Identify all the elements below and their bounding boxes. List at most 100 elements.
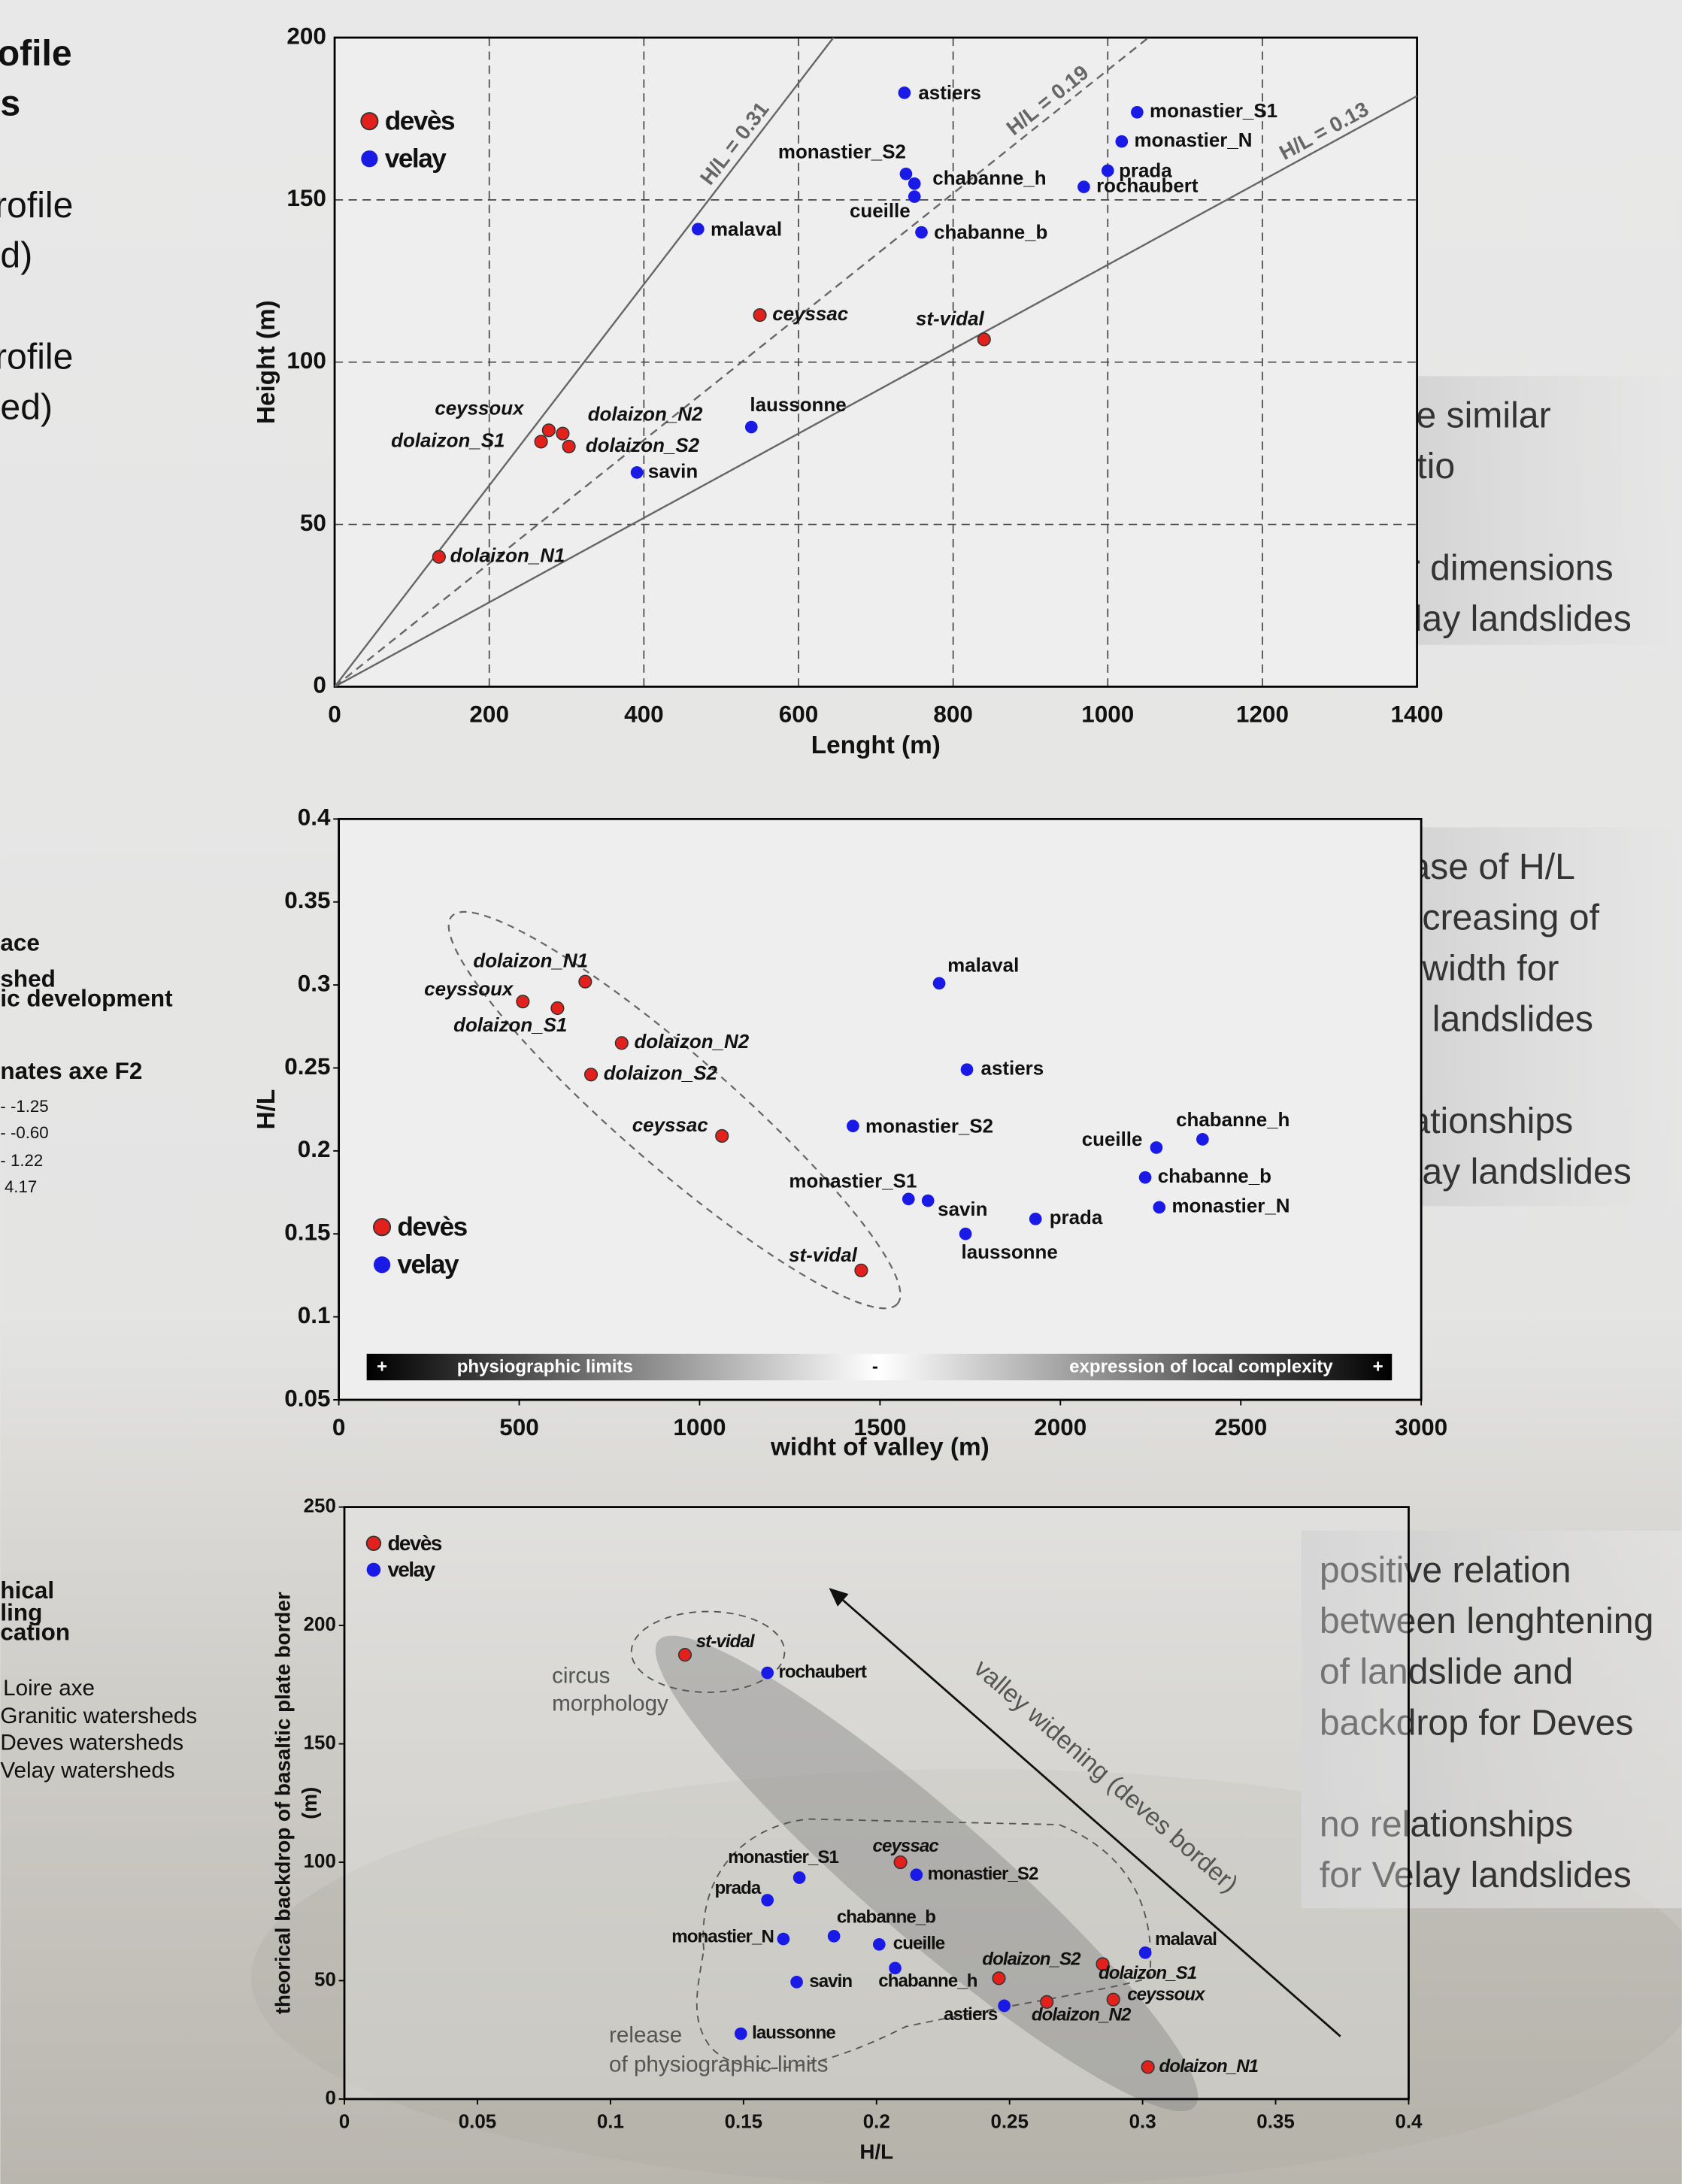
point [1141,2060,1155,2074]
point-label: dolaizon_S1 [391,430,505,451]
x-tick-label: 1000 [673,1413,726,1440]
point [1040,1995,1054,2009]
point-label: malaval [711,219,782,240]
y-tick-label: 200 [304,1614,336,1635]
point-label: cueille [850,201,911,222]
point-label: savin [809,1971,852,1992]
point [898,86,911,99]
x-tick-label: 2000 [1034,1413,1086,1440]
point-label: ceyssac [873,1836,940,1856]
y-tick-label: 0 [325,2088,335,2109]
side-text: nates axe F2 [0,1057,142,1084]
point-label: monastier_S2 [928,1864,1038,1884]
x-tick-label: 1400 [1391,701,1444,728]
legend-label: devès [385,106,455,135]
point [761,1894,774,1907]
point [432,550,446,564]
y-tick-label: 0.2 [298,1135,331,1162]
point [677,1648,692,1662]
x-tick-label: 400 [624,701,664,728]
point-label: ceyssac [632,1115,708,1136]
point [910,1868,923,1882]
legend-marker [360,112,379,131]
point-label: prada [1119,161,1172,182]
point-label: ceyssoux [424,979,514,1000]
x-tick-label: 0.05 [459,2111,496,2132]
point-label: chabanne_b [934,223,1047,244]
side-text: 4.17 [5,1177,37,1196]
y-axis-label: H/L [253,1089,280,1130]
point-label: prada [1050,1207,1103,1228]
point-label: laussonne [752,2022,835,2043]
point-label: savin [938,1199,987,1220]
gradient-bar-text: - [872,1357,878,1377]
grouping-ellipse [447,910,902,1310]
note-text: of landslide and [1320,1652,1573,1692]
point [902,1192,915,1206]
y-tick-label: 0.3 [298,969,331,996]
point [790,1976,803,1989]
point-label: chabanne_b [1158,1166,1271,1187]
point-label: laussonne [962,1242,1058,1263]
point-label: st-vidal [789,1245,858,1266]
point-label: malaval [947,956,1019,977]
side-text: Velay watersheds [0,1758,174,1783]
point [932,977,946,990]
point [959,1227,972,1240]
side-text: ed) [0,386,53,427]
annotation: morphology [552,1692,668,1716]
point-label: dolaizon_S1 [1099,1963,1197,1983]
point [534,435,548,449]
side-text: s [0,83,20,124]
y-tick-label: 200 [286,22,326,49]
x-tick-label: 0 [339,2111,350,2132]
point-label: monastier_S2 [865,1116,993,1137]
point-label: dolaizon_S1 [453,1015,567,1036]
plot-area [338,819,1422,1400]
x-tick-label: 0.35 [1256,2111,1294,2132]
point [761,1666,774,1680]
y-tick-label: 100 [286,347,326,374]
point-label: ceyssoux [435,398,525,419]
trend-arrow [829,1588,1341,2037]
point [1096,1957,1110,1971]
point [899,167,913,180]
side-text: shed [0,965,55,992]
point-label: dolaizon_S2 [586,435,700,456]
y-axis-label: Height (m) [253,300,280,424]
point-label: ceyssoux [1127,1985,1206,2005]
side-text: ling [0,1599,42,1626]
point-label: prada [714,1878,761,1898]
point [734,2027,747,2040]
point [915,226,928,239]
point [744,420,758,434]
side-text: ofile [0,33,72,74]
x-tick-label: 0 [328,701,341,728]
point-label: chabanne_b [837,1907,935,1928]
x-tick-label: 800 [933,701,973,728]
point [1138,1171,1152,1184]
point-label: dolaizon_N2 [588,404,703,425]
x-tick-label: 0.2 [863,2111,890,2132]
point-label: dolaizon_N2 [634,1031,749,1053]
point [541,423,556,438]
ratio-line [335,38,835,687]
gradient-bar-text: + [1373,1357,1383,1377]
point [1106,1992,1120,2007]
legend-marker [366,1562,381,1577]
plot-area [335,38,1417,687]
note-text: no relationships [1320,1804,1573,1845]
x-tick-label: 500 [499,1413,539,1440]
note-text: backdrop for Deves [1320,1702,1634,1743]
point-label: monastier_S1 [728,1847,838,1867]
point-label: chabanne_h [1176,1110,1290,1131]
point-label: rochaubert [1096,175,1199,196]
gradient-bar-text: expression of local complexity [1069,1357,1333,1377]
side-text: Loire axe [3,1676,95,1701]
legend-label: velay [385,144,447,173]
point [1131,105,1144,119]
side-text: hical [0,1577,54,1604]
note-text: for Velay landslides [1320,1855,1632,1895]
point [556,426,570,441]
